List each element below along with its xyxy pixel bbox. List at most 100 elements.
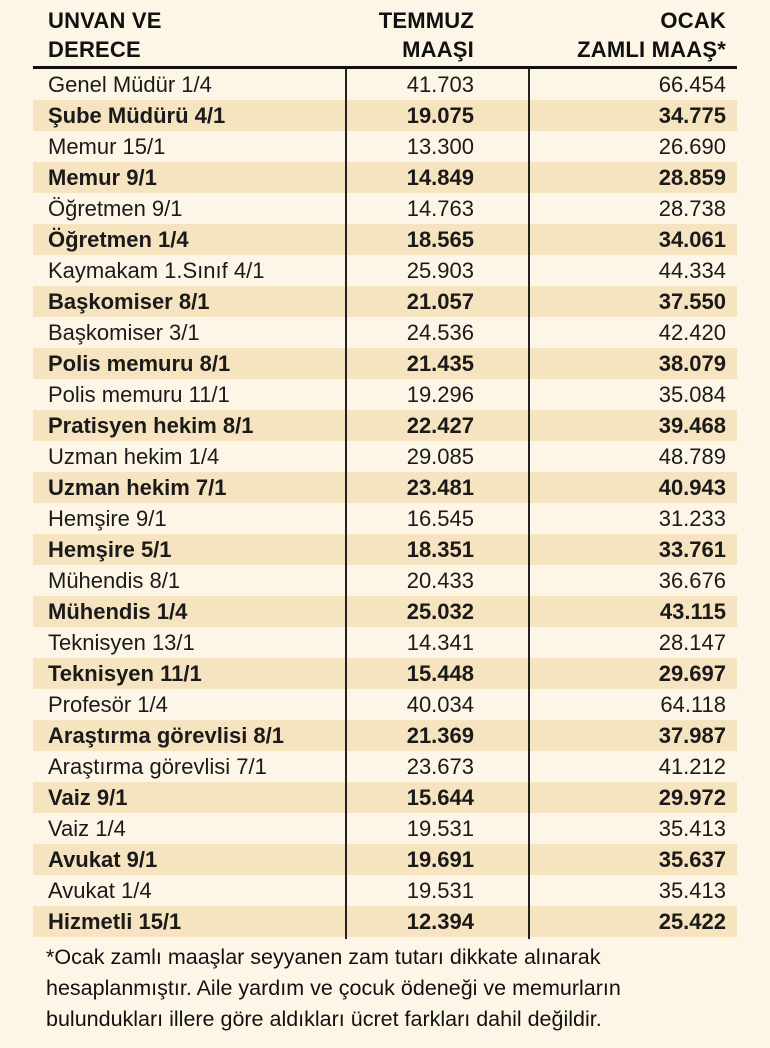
row-january-salary: 29.697 (658, 661, 726, 686)
row-july-salary: 15.448 (406, 661, 474, 686)
row-january-salary: 43.115 (659, 599, 726, 624)
row-january-salary: 29.972 (658, 785, 726, 810)
row-title: Araştırma görevlisi 7/1 (48, 754, 267, 779)
row-title: Memur 15/1 (48, 134, 166, 159)
header-divider (33, 66, 737, 69)
footnote-line: bulundukları illere göre aldıkları ücret… (46, 1007, 602, 1031)
table-row: Hizmetli 15/1 12.394 25.422 (33, 906, 737, 937)
row-july-salary: 21.369 (406, 723, 474, 748)
row-january-salary: 44.334 (658, 258, 726, 283)
row-january-salary: 64.118 (660, 692, 726, 717)
row-title: Hemşire 5/1 (48, 537, 172, 562)
row-july-salary: 25.903 (406, 258, 474, 283)
row-title: Başkomiser 8/1 (48, 289, 210, 314)
row-title: Mühendis 8/1 (48, 568, 181, 593)
table-row: Vaiz 9/1 15.644 29.972 (33, 782, 737, 813)
row-july-salary: 25.032 (406, 599, 474, 624)
table-row: Uzman hekim 1/4 29.085 48.789 (33, 441, 737, 472)
table-row: Teknisyen 11/1 15.448 29.697 (33, 658, 737, 689)
row-july-salary: 23.481 (406, 475, 474, 500)
column-divider-2 (528, 69, 530, 939)
table-row: Öğretmen 1/4 18.565 34.061 (33, 224, 737, 255)
table-row: Hemşire 5/1 18.351 33.761 (33, 534, 737, 565)
row-july-salary: 23.673 (406, 754, 474, 779)
row-january-salary: 34.775 (658, 103, 726, 128)
row-title: Başkomiser 3/1 (48, 320, 200, 345)
row-january-salary: 37.987 (658, 723, 726, 748)
row-july-salary: 22.427 (406, 413, 474, 438)
row-title: Kaymakam 1.Sınıf 4/1 (48, 258, 265, 283)
row-july-salary: 14.763 (406, 196, 474, 221)
row-january-salary: 40.943 (658, 475, 726, 500)
row-title: Uzman hekim 1/4 (48, 444, 220, 469)
row-january-salary: 35.084 (658, 382, 726, 407)
table-row: Hemşire 9/1 16.545 31.233 (33, 503, 737, 534)
header-january-salary: OCAK ZAMLI MAAŞ* (577, 8, 726, 62)
row-title: Pratisyen hekim 8/1 (48, 413, 254, 438)
row-title: Profesör 1/4 (48, 692, 168, 717)
table-row: Polis memuru 11/1 19.296 35.084 (33, 379, 737, 410)
row-title: Hizmetli 15/1 (48, 909, 182, 934)
row-title: Araştırma görevlisi 8/1 (48, 723, 285, 748)
row-july-salary: 21.057 (406, 289, 474, 314)
row-july-salary: 40.034 (406, 692, 474, 717)
row-january-salary: 26.690 (658, 134, 726, 159)
row-july-salary: 18.565 (406, 227, 474, 252)
row-title: Uzman hekim 7/1 (48, 475, 227, 500)
row-title: Memur 9/1 (48, 165, 157, 190)
row-title: Vaiz 9/1 (48, 785, 128, 810)
table-row: Pratisyen hekim 8/1 22.427 39.468 (33, 410, 737, 441)
table-row: Profesör 1/4 40.034 64.118 (33, 689, 737, 720)
row-january-salary: 35.413 (658, 878, 726, 903)
row-july-salary: 19.531 (406, 816, 474, 841)
row-january-salary: 31.233 (658, 506, 726, 531)
row-july-salary: 18.351 (406, 537, 474, 562)
row-title: Mühendis 1/4 (48, 599, 188, 624)
row-title: Teknisyen 13/1 (48, 630, 195, 655)
row-january-salary: 35.413 (658, 816, 726, 841)
row-january-salary: 35.637 (658, 847, 726, 872)
table-row: Polis memuru 8/1 21.435 38.079 (33, 348, 737, 379)
row-july-salary: 14.849 (406, 165, 474, 190)
table-row: Araştırma görevlisi 7/1 23.673 41.212 (33, 751, 737, 782)
table-row: Teknisyen 13/1 14.341 28.147 (33, 627, 737, 658)
table-row: Uzman hekim 7/1 23.481 40.943 (33, 472, 737, 503)
table-row: Öğretmen 9/1 14.763 28.738 (33, 193, 737, 224)
row-title: Avukat 1/4 (48, 878, 152, 903)
row-title: Hemşire 9/1 (48, 506, 167, 531)
row-title: Öğretmen 1/4 (48, 227, 189, 252)
footnote-line: hesaplanmıştır. Aile yardım ve çocuk öde… (46, 976, 621, 1000)
row-january-salary: 28.147 (658, 630, 726, 655)
row-january-salary: 25.422 (658, 909, 726, 934)
row-title: Polis memuru 8/1 (48, 351, 231, 376)
row-january-salary: 42.420 (658, 320, 726, 345)
row-january-salary: 36.676 (658, 568, 726, 593)
table-row: Kaymakam 1.Sınıf 4/1 25.903 44.334 (33, 255, 737, 286)
table-row: Memur 15/1 13.300 26.690 (33, 131, 737, 162)
row-july-salary: 19.075 (406, 103, 474, 128)
table-row: Şube Müdürü 4/1 19.075 34.775 (33, 100, 737, 131)
column-divider-1 (345, 69, 347, 939)
row-july-salary: 12.394 (406, 909, 474, 934)
table-row: Vaiz 1/4 19.531 35.413 (33, 813, 737, 844)
footnote: *Ocak zamlı maaşlar seyyanen zam tutarı … (46, 942, 746, 1035)
row-title: Öğretmen 9/1 (48, 196, 183, 221)
row-july-salary: 20.433 (406, 568, 474, 593)
row-july-salary: 41.703 (406, 72, 474, 97)
row-january-salary: 41.212 (658, 754, 726, 779)
row-january-salary: 37.550 (658, 289, 726, 314)
row-july-salary: 19.691 (406, 847, 474, 872)
table-row: Başkomiser 3/1 24.536 42.420 (33, 317, 737, 348)
row-title: Polis memuru 11/1 (48, 382, 230, 407)
row-title: Şube Müdürü 4/1 (48, 103, 226, 128)
row-january-salary: 39.468 (658, 413, 726, 438)
table-row: Mühendis 1/4 25.032 43.115 (33, 596, 737, 627)
table-row: Genel Müdür 1/4 41.703 66.454 (33, 69, 737, 100)
row-july-salary: 24.536 (406, 320, 474, 345)
row-january-salary: 34.061 (658, 227, 726, 252)
row-july-salary: 21.435 (406, 351, 474, 376)
table-row: Avukat 1/4 19.531 35.413 (33, 875, 737, 906)
row-january-salary: 48.789 (658, 444, 726, 469)
row-july-salary: 13.300 (406, 134, 474, 159)
row-july-salary: 14.341 (406, 630, 474, 655)
